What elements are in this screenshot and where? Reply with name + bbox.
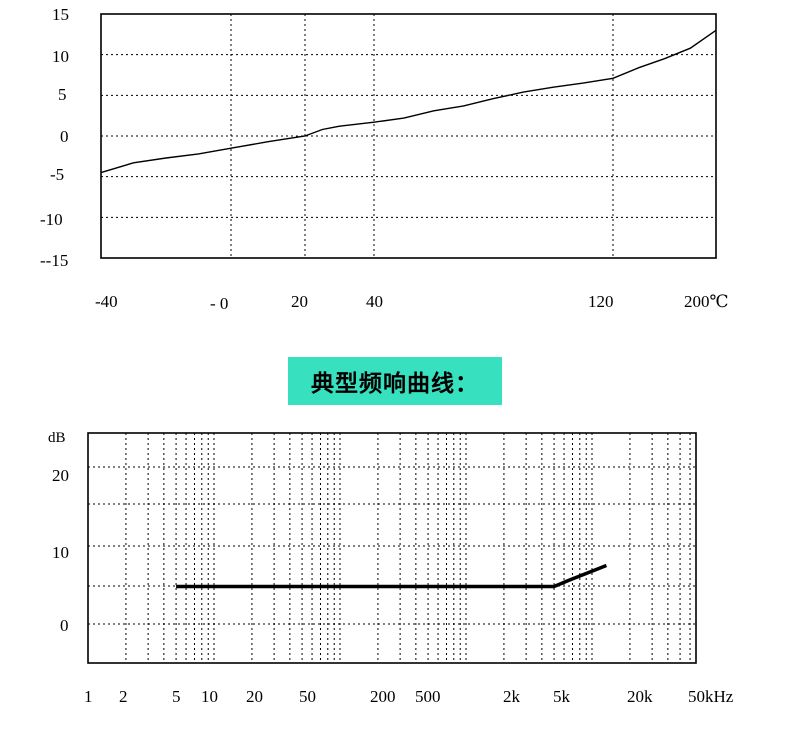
chart2-ytick-10: 10 <box>52 543 69 562</box>
chart2-xtick-2k: 2k <box>503 687 521 706</box>
chart1-xtick-neg40: -40 <box>95 292 118 311</box>
chart1-plot-frame <box>100 13 717 259</box>
chart2-series-line <box>176 563 608 589</box>
frequency-response-chart: dB 20 10 0 1 2 5 10 20 50 200 500 2k 5k … <box>48 430 734 706</box>
chart2-xtick-20: 20 <box>246 687 263 706</box>
chart2-xtick-20k: 20k <box>627 687 653 706</box>
chart2-grid <box>88 433 696 663</box>
chart1-ytick-5: 5 <box>58 85 67 104</box>
chart1-ytick-10: 10 <box>52 47 69 66</box>
chart1-ytick-neg5: -5 <box>50 165 64 184</box>
chart2-xtick-2: 2 <box>119 687 128 706</box>
chart2-xtick-10: 10 <box>201 687 218 706</box>
chart2-xtick-200: 200 <box>370 687 396 706</box>
chart2-xtick-500: 500 <box>415 687 441 706</box>
chart2-ylabel: dB <box>48 430 66 446</box>
chart1-xtick-120: 120 <box>588 292 614 311</box>
frequency-response-title-banner: 典型频响曲线： <box>288 357 502 405</box>
chart1-xtick-0: - 0 <box>210 294 228 313</box>
chart2-ytick-0: 0 <box>60 616 69 635</box>
chart1-ytick-neg10: -10 <box>40 210 63 229</box>
chart2-plot-frame <box>87 432 697 664</box>
chart1-xtick-40: 40 <box>366 292 383 311</box>
chart2-xtick-5: 5 <box>172 687 181 706</box>
chart1-ytick-15: 15 <box>52 5 69 24</box>
chart1-ytick-0: 0 <box>60 127 69 146</box>
chart1-xtick-20: 20 <box>291 292 308 311</box>
chart1-series-line <box>100 29 717 174</box>
chart2-xtick-1: 1 <box>84 687 93 706</box>
chart2-ytick-20: 20 <box>52 466 69 485</box>
chart2-xtick-50: 50 <box>299 687 316 706</box>
chart1-ytick-neg15: --15 <box>40 251 68 270</box>
chart1-grid <box>101 14 716 258</box>
chart2-xtick-50k: 50kHz <box>688 687 734 706</box>
chart1-xtick-200: 200℃ <box>684 292 729 311</box>
chart2-xtick-5k: 5k <box>553 687 571 706</box>
temperature-chart: 15 10 5 0 -5 -10 --15 -40 - 0 20 40 120 … <box>40 5 729 313</box>
